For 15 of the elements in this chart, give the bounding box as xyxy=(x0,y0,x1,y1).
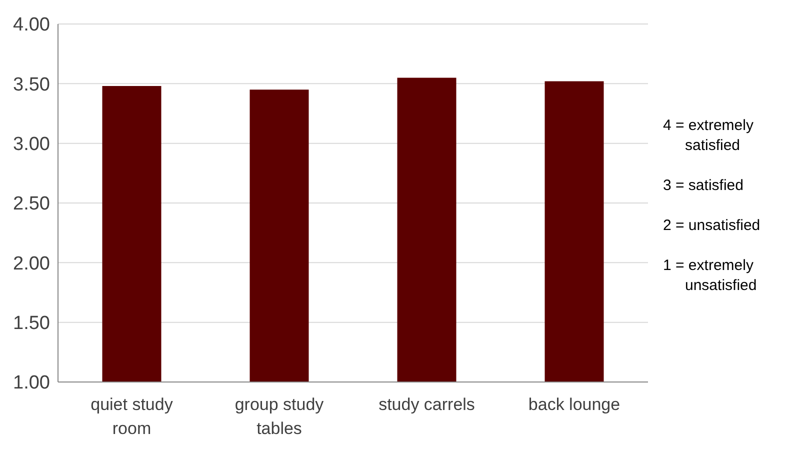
x-tick-label: study carrels xyxy=(378,395,475,414)
x-tick-label: group study tables xyxy=(234,395,324,438)
text: 4 = extremely satisfied xyxy=(663,116,754,156)
y-tick-label: 3.00 xyxy=(13,134,50,156)
y-tick-label: 3.50 xyxy=(13,74,50,96)
text: 2 = unsatisfied xyxy=(663,216,762,236)
y-tick-label: 2.00 xyxy=(13,253,50,274)
text: 1 = extremely unsatisfied xyxy=(663,256,758,296)
y-tick-label: 2.50 xyxy=(13,194,50,215)
text: 3 = satisfied xyxy=(663,176,744,196)
y-tick-label: 1.50 xyxy=(13,313,50,334)
y-tick-label: 1.00 xyxy=(13,372,50,394)
y-tick-label: 4.00 xyxy=(13,14,50,36)
x-tick-label: back lounge xyxy=(528,395,620,414)
x-tick-label: quiet study room xyxy=(90,395,174,438)
